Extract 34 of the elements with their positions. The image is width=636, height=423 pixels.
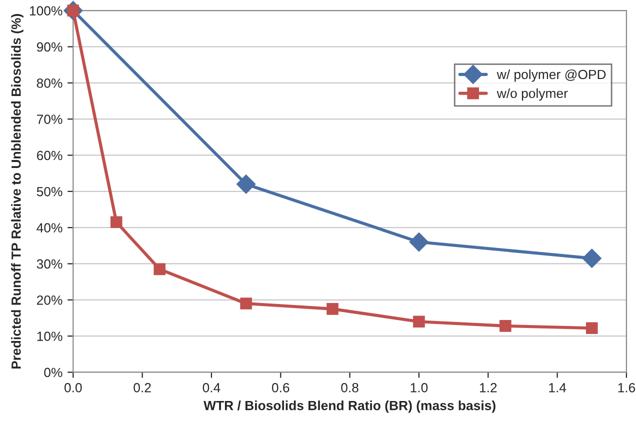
legend-label: w/ polymer @OPD <box>496 69 606 82</box>
point <box>413 316 425 328</box>
point <box>154 263 166 276</box>
point <box>240 298 252 310</box>
point <box>236 174 256 194</box>
point <box>110 216 122 228</box>
point <box>586 322 598 334</box>
y-tick-label: 50% <box>36 186 62 196</box>
x-tick-label: 1.0 <box>410 383 428 392</box>
y-tick-label: 90% <box>36 42 62 52</box>
y-tick-label: 70% <box>36 114 62 124</box>
point <box>582 248 602 268</box>
x-tick-label: 0.6 <box>272 383 290 392</box>
x-axis-title: WTR / Biosolids Blend Ratio (BR) (mass basis) <box>204 400 496 413</box>
y-axis-title: Predicted Runoff TP Relative to Unblended Biosolids (%) <box>11 14 24 369</box>
x-tick-label: 0.0 <box>64 383 82 392</box>
y-tick-label: 60% <box>36 150 62 160</box>
y-tick-label: 80% <box>36 78 62 88</box>
y-tick-label: 40% <box>36 223 62 232</box>
point <box>326 303 338 315</box>
y-tick-label: 100% <box>30 6 62 16</box>
x-tick-label: 0.4 <box>202 383 220 392</box>
y-tick-label: 0% <box>44 368 62 378</box>
x-tick-label: 0.2 <box>134 383 151 392</box>
x-tick-label: 0.8 <box>341 383 358 392</box>
point <box>409 232 428 252</box>
y-tick-label: 20% <box>36 295 62 305</box>
y-tick-label: 10% <box>37 332 62 341</box>
x-tick-label: 1.4 <box>549 383 566 392</box>
point <box>500 320 512 332</box>
x-tick-label: 1.6 <box>618 383 636 392</box>
legend-label: w/o polymer <box>496 88 568 101</box>
x-tick-label: 1.2 <box>480 383 497 392</box>
y-tick-label: 30% <box>36 259 62 269</box>
